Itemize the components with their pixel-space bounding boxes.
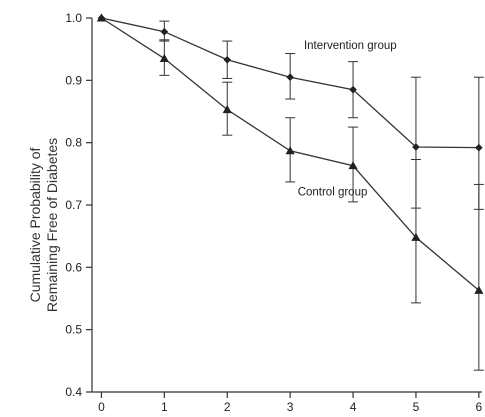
data-point-diamond <box>160 27 169 36</box>
axes <box>91 18 482 393</box>
y-axis-title-line-2: Remaining Free of Diabetes <box>44 138 60 312</box>
y-tick-label: 0.9 <box>65 73 82 87</box>
data-point-triangle <box>96 13 107 22</box>
data-point-triangle <box>159 53 169 62</box>
data-point-triangle <box>474 285 484 294</box>
x-tick-label: 3 <box>287 400 294 414</box>
x-ticks: 0 1 2 3 4 5 6 <box>98 392 483 414</box>
data-point-diamond <box>286 73 294 82</box>
x-tick-label: 6 <box>476 400 483 414</box>
x-tick-label: 1 <box>161 400 168 414</box>
x-tick-label: 4 <box>350 400 357 414</box>
x-tick-label: 5 <box>413 400 420 414</box>
y-ticks: 0.4 0.5 0.6 0.7 0.8 0.9 1.0 <box>65 11 92 399</box>
y-tick-label: 0.7 <box>65 198 82 212</box>
series-intervention-group: Intervention group <box>97 14 484 210</box>
y-axis-title-line-1: Cumulative Probability of <box>27 147 43 302</box>
data-point-diamond <box>223 55 232 64</box>
y-tick-label: 0.8 <box>65 136 82 150</box>
series-control-group: Control group <box>96 13 484 371</box>
x-tick-label: 0 <box>98 400 105 414</box>
x-tick-label: 2 <box>224 400 231 414</box>
series-label-intervention-group: Intervention group <box>304 40 397 52</box>
y-tick-label: 1.0 <box>65 11 82 25</box>
data-point-triangle <box>222 105 232 114</box>
data-point-diamond <box>349 85 357 94</box>
data-point-triangle <box>285 146 295 155</box>
data-point-diamond <box>475 143 483 152</box>
series-layer: Intervention group Control group <box>96 13 484 371</box>
y-tick-label: 0.4 <box>65 385 82 399</box>
data-point-triangle <box>348 161 358 170</box>
y-tick-label: 0.6 <box>65 260 82 274</box>
data-point-triangle <box>411 232 421 241</box>
data-point-diamond <box>412 143 420 151</box>
y-tick-label: 0.5 <box>65 323 82 337</box>
series-label-control-group: Control group <box>298 187 368 199</box>
